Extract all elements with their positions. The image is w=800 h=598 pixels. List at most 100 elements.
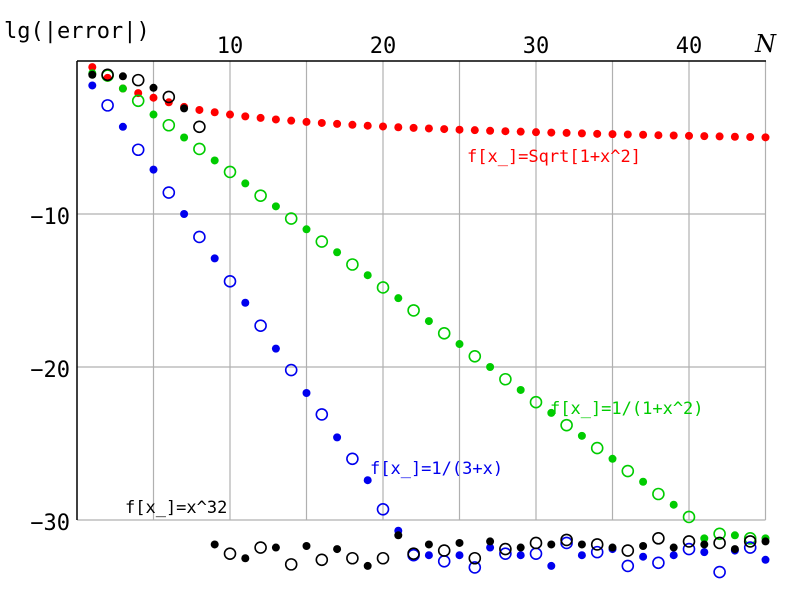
data-point-open: [682, 510, 696, 524]
data-point-open: [743, 541, 757, 554]
data-point-open: [560, 418, 573, 432]
data-point-filled: [761, 555, 770, 564]
data-point-filled: [241, 112, 250, 121]
data-point-open: [713, 527, 726, 541]
data-point-open: [437, 555, 451, 568]
data-point-open: [376, 281, 390, 294]
data-point-filled: [577, 540, 586, 549]
series-label: f[x_]=x^32: [125, 498, 227, 518]
x-tick-label: 30: [523, 34, 550, 59]
data-point-open: [254, 541, 267, 554]
data-point-filled: [241, 298, 250, 307]
data-point-filled: [593, 129, 602, 138]
x-tick-label: 40: [676, 34, 703, 59]
y-tick-label: −30: [30, 511, 70, 536]
data-point-filled: [455, 125, 464, 134]
data-point-filled: [761, 133, 770, 142]
data-point-open: [621, 559, 635, 573]
data-point-open: [193, 142, 206, 156]
data-point-filled: [730, 545, 739, 554]
data-point-open: [529, 395, 543, 409]
data-point-filled: [424, 124, 433, 133]
data-point-filled: [271, 344, 280, 353]
data-point-filled: [516, 385, 525, 394]
data-point-filled: [424, 540, 433, 549]
data-point-filled: [669, 551, 678, 560]
data-point-filled: [486, 537, 495, 546]
data-point-filled: [608, 454, 617, 463]
data-point-filled: [241, 179, 250, 188]
series-labels: f[x_]=Sqrt[1+x^2] f[x_]=1/(1+x^2) f[x_]=1/…: [125, 147, 704, 518]
data-point-filled: [700, 132, 709, 141]
data-point-filled: [363, 271, 372, 280]
data-point-filled: [700, 548, 709, 557]
data-point-open: [652, 487, 665, 501]
data-point-filled: [577, 431, 586, 440]
data-point-filled: [363, 561, 372, 570]
data-point-filled: [210, 540, 219, 549]
series-1: [88, 69, 770, 545]
data-point-open: [131, 73, 145, 87]
data-point-filled: [455, 538, 464, 547]
data-point-open: [223, 275, 237, 288]
data-point-filled: [149, 165, 158, 174]
data-point-filled: [516, 543, 525, 552]
series-3: [88, 68, 770, 571]
data-point-filled: [730, 132, 739, 141]
x-tick-label: 10: [217, 34, 244, 59]
data-point-filled: [608, 543, 617, 552]
data-point-filled: [210, 156, 219, 165]
data-point-open: [346, 551, 359, 565]
data-point-open: [437, 544, 451, 557]
data-point-open: [682, 535, 696, 548]
data-point-filled: [302, 389, 311, 398]
y-tick-label: −10: [30, 205, 70, 230]
data-point-filled: [685, 131, 693, 140]
data-point-filled: [501, 127, 510, 136]
data-point-open: [590, 538, 604, 551]
y-axis-title: lg(|error|): [4, 19, 150, 44]
data-point-open: [560, 533, 573, 547]
data-point-filled: [424, 317, 433, 326]
data-point-open: [652, 556, 665, 570]
data-point-open: [346, 452, 359, 466]
data-point-filled: [271, 543, 280, 552]
data-point-open: [223, 547, 237, 560]
data-point-open: [376, 551, 390, 565]
data-point-filled: [256, 113, 265, 122]
data-point-open: [407, 304, 420, 317]
series-label: f[x_]=1/(1+x^2): [550, 399, 704, 419]
data-point-open: [529, 547, 543, 560]
data-point-open: [407, 547, 420, 560]
data-point-open: [284, 363, 298, 377]
data-point-filled: [486, 126, 495, 135]
data-point-filled: [516, 551, 525, 560]
data-point-filled: [424, 551, 433, 560]
series-0: [88, 63, 770, 142]
y-tick-label: −20: [30, 358, 70, 383]
data-point-filled: [455, 340, 464, 349]
data-point-filled: [180, 210, 189, 218]
data-point-filled: [88, 63, 97, 72]
data-point-filled: [88, 70, 97, 79]
data-point-filled: [241, 554, 250, 563]
data-point-open: [682, 542, 696, 556]
data-point-filled: [639, 477, 648, 486]
data-point-filled: [210, 254, 219, 263]
data-point-filled: [287, 116, 296, 125]
data-point-open: [590, 545, 604, 559]
data-point-open: [499, 372, 512, 386]
data-point-filled: [547, 128, 556, 137]
data-point-filled: [486, 543, 495, 552]
data-point-filled: [669, 131, 678, 140]
data-point-open: [162, 90, 176, 104]
data-point-filled: [379, 122, 387, 131]
data-point-filled: [394, 123, 403, 132]
data-point-open: [315, 553, 329, 567]
data-point-open: [529, 536, 543, 550]
data-point-open: [590, 441, 604, 455]
data-point-filled: [669, 500, 678, 509]
data-point-filled: [149, 110, 158, 119]
data-point-filled: [210, 108, 219, 117]
data-point-filled: [761, 537, 770, 546]
